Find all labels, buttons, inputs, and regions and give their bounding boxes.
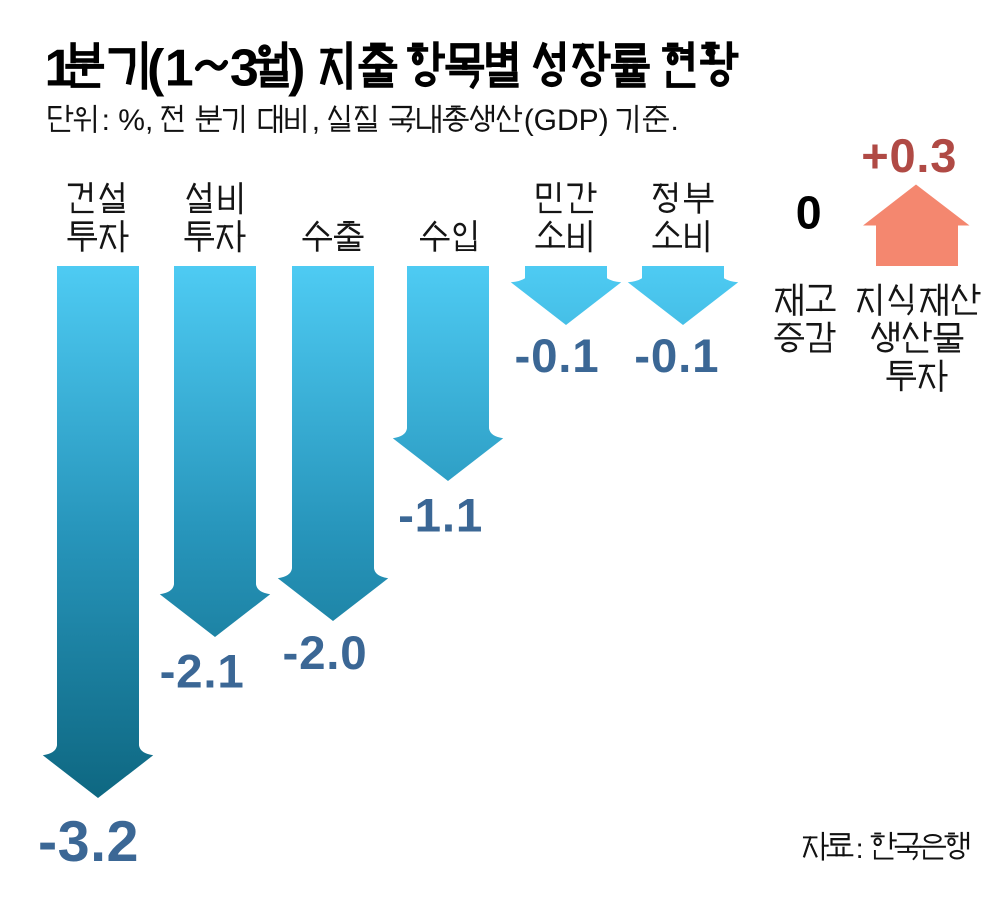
svg-text:+0.3: +0.3 <box>861 129 957 182</box>
svg-text:3: 3 <box>230 40 259 98</box>
svg-text:(: ( <box>147 40 165 98</box>
svg-text:-3.2: -3.2 <box>38 810 139 874</box>
svg-text:-0.1: -0.1 <box>634 330 719 383</box>
svg-text:(GDP): (GDP) <box>524 104 609 137</box>
svg-text:-2.1: -2.1 <box>160 646 245 699</box>
svg-text:-0.1: -0.1 <box>514 330 599 383</box>
svg-text::: : <box>102 104 110 137</box>
svg-text:-1.1: -1.1 <box>398 490 483 543</box>
svg-text:%,: %, <box>118 104 153 137</box>
svg-text:0: 0 <box>796 186 822 238</box>
svg-text:,: , <box>312 104 320 137</box>
svg-text:-2.0: -2.0 <box>282 627 367 680</box>
svg-text::: : <box>856 833 864 864</box>
svg-text:1: 1 <box>165 40 194 98</box>
svg-text:): ) <box>288 40 305 98</box>
svg-text:.: . <box>671 104 679 137</box>
